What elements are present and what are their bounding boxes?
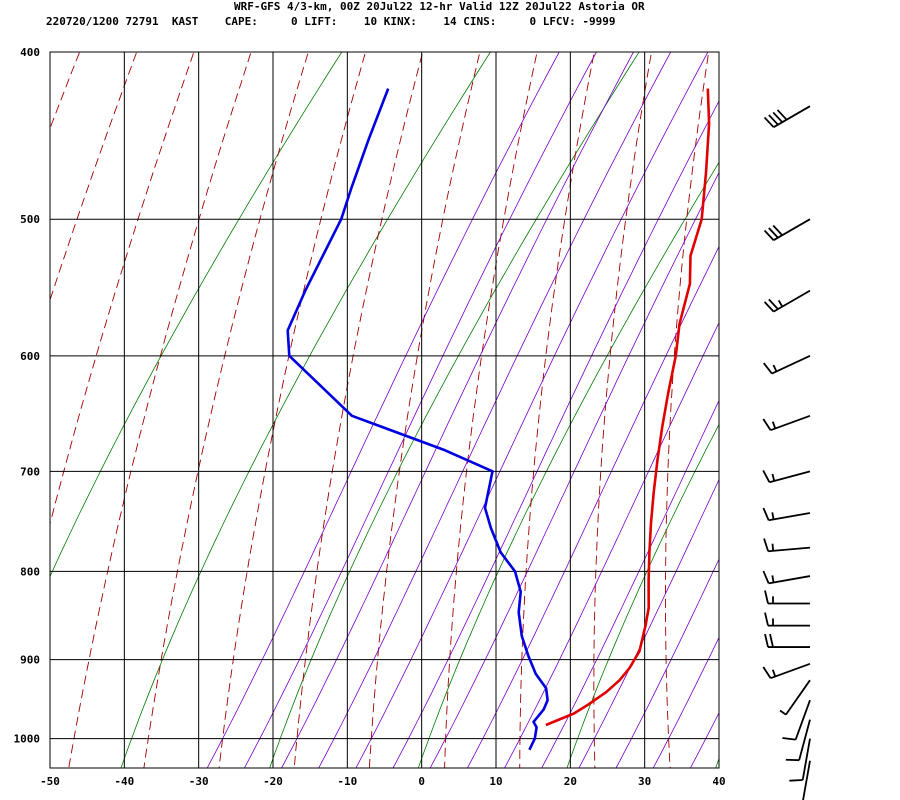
y-tick-label: 600 — [20, 350, 40, 363]
dry-adiabat — [50, 52, 138, 302]
mixing-ratio-line — [269, 52, 640, 768]
wind-barb — [763, 218, 811, 241]
x-tick-label: 0 — [418, 775, 425, 788]
moist-adiabat — [355, 52, 709, 768]
wind-barb — [782, 699, 811, 741]
y-tick-label: 700 — [20, 465, 40, 478]
moist-adiabat — [243, 52, 597, 768]
mixing-ratio-line — [120, 52, 491, 768]
dry-adiabat — [143, 52, 309, 768]
dry-adiabat — [50, 52, 81, 130]
dry-adiabat — [293, 52, 424, 768]
dewpoint-profile — [286, 88, 549, 751]
wind-barb — [762, 662, 811, 680]
mixing-ratio-line — [50, 52, 343, 578]
moist-adiabat — [615, 558, 719, 768]
mixing-ratio-line — [417, 161, 719, 768]
moist-adiabat — [504, 321, 719, 768]
moist-adiabat — [712, 14, 900, 797]
moist-adiabat — [541, 399, 719, 768]
y-tick-label: 900 — [20, 654, 40, 667]
dry-adiabat — [444, 52, 538, 768]
x-tick-label: -30 — [189, 775, 209, 788]
y-tick-label: 1000 — [14, 733, 41, 746]
x-tick-label: -20 — [263, 775, 283, 788]
wind-barb — [763, 289, 811, 313]
profiles — [286, 88, 711, 751]
moist-adiabat — [281, 52, 634, 768]
moist-adiabat — [392, 100, 719, 768]
dry-adiabat — [519, 52, 595, 768]
moist-adiabat — [861, 14, 900, 797]
moist-adiabat — [749, 14, 900, 797]
sounding-indices: 220720/1200 72791 KAST CAPE: 0 LIFT: 10 … — [46, 15, 616, 28]
dry-adiabat — [665, 52, 710, 768]
plot-frame — [49, 51, 720, 769]
wind-barb — [763, 538, 811, 553]
moist-adiabat — [578, 478, 719, 768]
dry-adiabat — [68, 52, 252, 768]
dry-adiabat — [867, 14, 900, 797]
moist-adiabat — [318, 52, 672, 768]
x-tick-label: 40 — [712, 775, 725, 788]
wind-barb — [762, 507, 811, 522]
moist-adiabat — [466, 245, 719, 768]
wind-barb — [763, 355, 811, 375]
wind-barb — [764, 590, 810, 605]
wind-barb — [764, 612, 810, 627]
y-tick-label: 800 — [20, 565, 40, 578]
wind-barb — [764, 633, 810, 648]
y-tick-label: 400 — [20, 46, 40, 59]
moist-adiabat — [787, 14, 900, 797]
moist-adiabat — [429, 171, 719, 768]
dry-adiabat — [735, 14, 771, 797]
x-tick-label: 10 — [489, 775, 502, 788]
dry-adiabat — [218, 52, 366, 768]
dry-adiabat — [802, 14, 828, 797]
x-tick-label: -50 — [40, 775, 60, 788]
moist-adiabat — [206, 52, 560, 768]
wind-barb — [779, 679, 811, 716]
wind-barb — [802, 760, 811, 800]
grid — [49, 51, 720, 768]
dry-adiabat — [593, 52, 652, 768]
x-tick-label: -40 — [114, 775, 134, 788]
wind-barb — [763, 105, 811, 128]
dry-adiabat — [50, 52, 195, 526]
x-tick-label: 20 — [564, 775, 577, 788]
x-tick-label: 30 — [638, 775, 651, 788]
chart-title: WRF-GFS 4/3-km, 00Z 20Jul22 12-hr Valid … — [234, 0, 645, 13]
y-tick-label: 500 — [20, 213, 40, 226]
reference-lines — [50, 14, 900, 797]
moist-adiabat — [824, 14, 900, 797]
wind-barb — [762, 470, 811, 484]
wind-barb — [789, 738, 811, 782]
wind-barb — [762, 570, 811, 585]
tick-labels: -50 -40 -30 -20 -10 0 10 20 30 40 400 500 600 700 800 9… — [14, 46, 726, 788]
wind-barbs — [762, 105, 811, 800]
wind-barb — [762, 414, 811, 432]
mixing-ratio-line — [855, 14, 900, 797]
mixing-ratio-line — [566, 423, 719, 768]
mixing-ratio-line — [715, 757, 719, 768]
moist-adiabat — [652, 636, 719, 768]
wind-barb — [785, 719, 811, 762]
temperature-profile — [545, 88, 711, 727]
dry-adiabat — [368, 52, 481, 768]
x-tick-label: -10 — [337, 775, 357, 788]
